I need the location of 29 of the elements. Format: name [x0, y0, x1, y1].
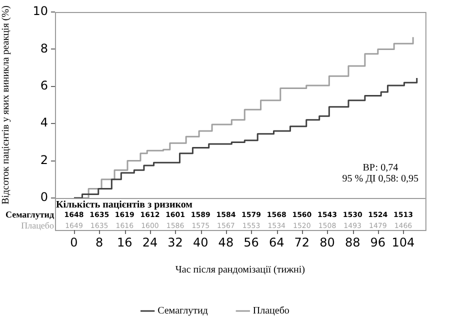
x-tick-label: 104: [392, 235, 415, 250]
x-axis-title: Час після рандомізації (тижні): [175, 264, 305, 276]
text: Семаглутид: [5, 209, 54, 220]
x-tick-label: 56: [244, 235, 259, 250]
y-tick-label: 10: [32, 4, 48, 18]
x-tick-label: 96: [370, 235, 386, 250]
x-tick-label: 48: [218, 235, 234, 250]
y-tick-label: 4: [40, 116, 48, 130]
text: Кількість пацієнтів з ризиком: [56, 200, 193, 211]
x-tick-label: 8: [96, 235, 104, 250]
x-tick-label: 0: [70, 235, 78, 250]
y-tick-label: 6: [40, 78, 48, 93]
legend-label: Семаглутид: [158, 306, 208, 317]
y-axis-title: Відсоток пацієнтів у яких виникла реакція (%): [0, 6, 12, 204]
legend-label: Плацебо: [252, 306, 290, 317]
x-tick-label: 40: [192, 235, 208, 250]
x-tick-label: 16: [117, 235, 132, 250]
x-tick-label: 64: [268, 235, 284, 250]
annotation: ВР: 0,74: [362, 162, 398, 174]
y-tick-label: 8: [40, 41, 48, 56]
x-tick-label: 80: [320, 235, 335, 250]
text: Плацебо: [21, 220, 54, 230]
annotation: 95 % ДІ 0,58: 0,95: [342, 174, 419, 185]
y-tick-label: 2: [40, 152, 48, 167]
x-tick-label: 32: [168, 235, 183, 250]
x-tick-label: 88: [344, 235, 360, 250]
x-tick-label: 72: [294, 235, 310, 250]
x-tick-label: 24: [142, 235, 158, 250]
y-tick-label: 0: [40, 190, 48, 204]
